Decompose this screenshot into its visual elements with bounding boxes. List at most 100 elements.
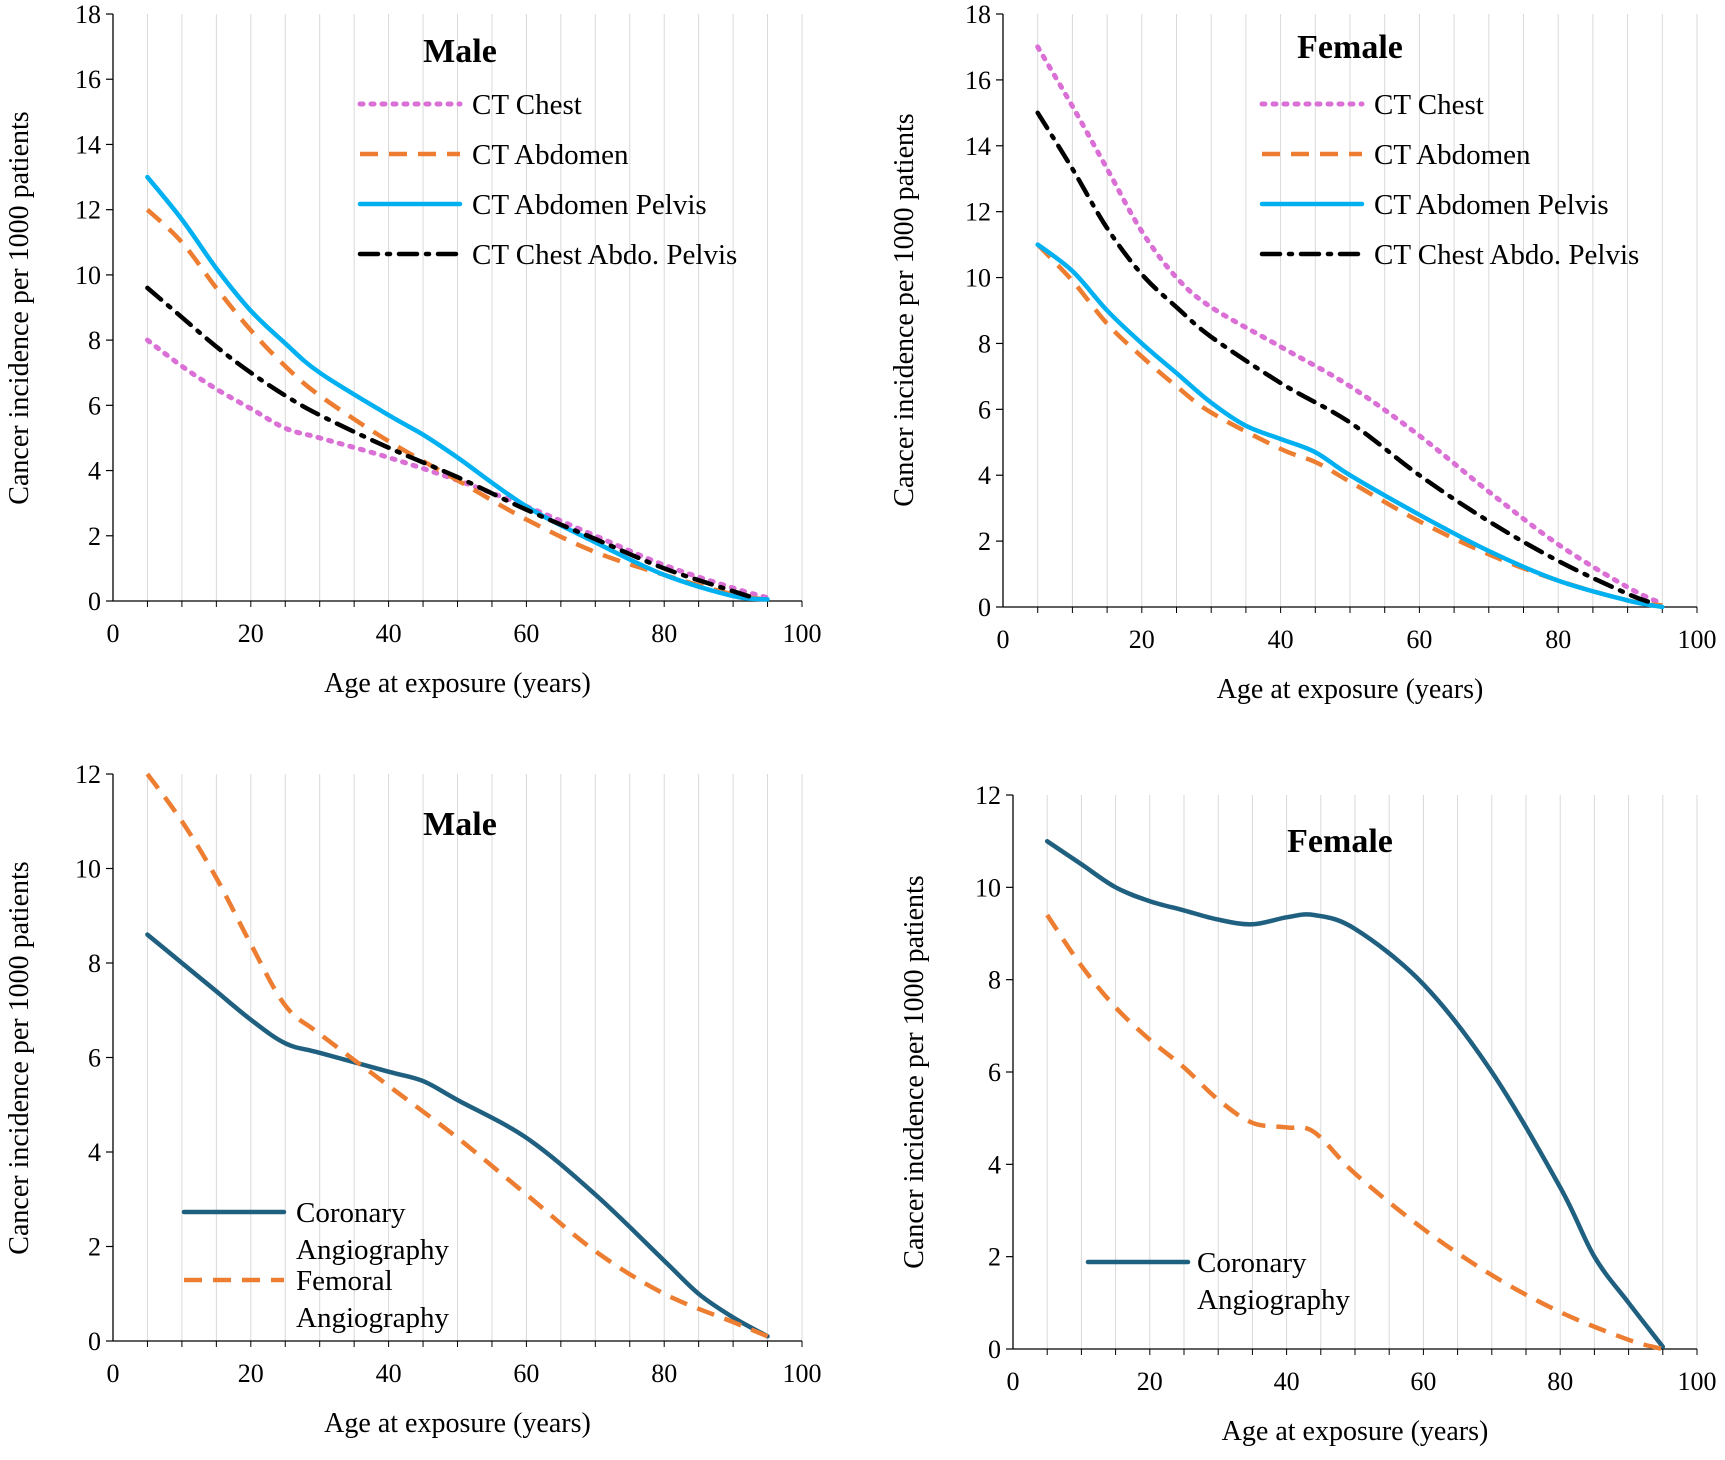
y-tick-label: 10: [75, 261, 101, 290]
legend-label: Angiography: [1197, 1284, 1351, 1316]
y-tick-label: 16: [965, 66, 991, 95]
y-axis-title: Cancer incidence per 1000 patients: [4, 861, 35, 1254]
chart-title: Male: [423, 806, 497, 843]
x-tick-label: 80: [651, 619, 677, 648]
y-tick-label: 8: [88, 326, 101, 355]
legend: Coronary Angiography: [1085, 1247, 1351, 1316]
x-tick-label: 100: [1678, 1367, 1717, 1396]
x-tick-label: 100: [783, 1359, 822, 1388]
legend-label: Angiography: [296, 1234, 450, 1266]
y-tick-label: 6: [988, 1058, 1001, 1087]
series-line-coronary-angiography: [145, 932, 770, 1339]
y-tick-label: 0: [88, 1327, 101, 1356]
y-tick-label: 12: [975, 781, 1001, 810]
x-tick-label: 100: [783, 619, 822, 648]
legend-label: CT Chest Abdo. Pelvis: [1374, 239, 1639, 271]
legend-label: Coronary: [296, 1197, 406, 1229]
y-tick-label: 0: [978, 593, 991, 622]
x-tick-label: 20: [1137, 1367, 1163, 1396]
legend-label: CT Chest Abdo. Pelvis: [472, 239, 737, 271]
y-tick-label: 0: [88, 587, 101, 616]
legend-label: CT Abdomen: [472, 139, 629, 171]
chart-panel-4: 0 2 4 6 8 10 12 0 20 40 60 80 100 Age at exposure (ye…: [899, 781, 1717, 1447]
y-tick-label: 6: [88, 391, 101, 420]
chart-panel-3: 0 2 4 6 8 10 12 0 20 40 60 80 100 Age at exposure (ye…: [4, 760, 822, 1439]
y-tick-label: 12: [965, 198, 991, 227]
x-tick-label: 0: [107, 619, 120, 648]
legend: CT Chest CT Abdomen CT Abdomen Pelvis CT Ch…: [1259, 89, 1639, 271]
x-axis-title: Age at exposure (years): [324, 1408, 591, 1439]
y-tick-label: 0: [988, 1335, 1001, 1364]
x-tick-label: 0: [1007, 1367, 1020, 1396]
x-tick-label: 80: [1545, 625, 1571, 654]
y-axis-title: Cancer incidence per 1000 patients: [4, 111, 35, 504]
x-tick-label: 40: [376, 1359, 402, 1388]
x-tick-label: 20: [238, 1359, 264, 1388]
x-tick-label: 40: [1268, 625, 1294, 654]
y-tick-label: 12: [75, 760, 101, 789]
series-line-coronary-angiography: [1044, 838, 1666, 1349]
series-line-ct-chest: [144, 337, 770, 601]
x-tick-label: 40: [376, 619, 402, 648]
y-tick-label: 4: [88, 457, 101, 486]
x-tick-label: 60: [513, 619, 539, 648]
series-line-femoral-angiography: [145, 772, 769, 1339]
y-tick-label: 2: [978, 527, 991, 556]
y-tick-label: 18: [75, 0, 101, 29]
y-tick-label: 14: [75, 130, 101, 159]
legend-label: Femoral: [296, 1265, 393, 1297]
x-axis-title: Age at exposure (years): [1217, 674, 1484, 705]
x-tick-label: 100: [1678, 625, 1717, 654]
legend-label: CT Chest: [1374, 89, 1484, 121]
y-axis-title: Cancer incidence per 1000 patients: [899, 875, 930, 1268]
legend-label: CT Chest: [472, 89, 582, 121]
chart-title: Female: [1287, 823, 1393, 860]
legend-label: CT Abdomen: [1374, 139, 1531, 171]
y-axis-title: Cancer incidence per 1000 patients: [889, 113, 920, 506]
x-tick-label: 20: [1129, 625, 1155, 654]
legend-label: Coronary: [1197, 1247, 1307, 1279]
y-tick-label: 14: [965, 132, 991, 161]
chart-title: Male: [423, 33, 497, 70]
y-tick-label: 6: [978, 395, 991, 424]
y-tick-label: 4: [88, 1138, 101, 1167]
x-tick-label: 60: [513, 1359, 539, 1388]
y-tick-label: 8: [88, 949, 101, 978]
y-tick-label: 8: [978, 329, 991, 358]
y-tick-label: 10: [975, 873, 1001, 902]
chart-panel-1: 0 2 4 6 8 10 12 14 16 18 0 20 40 60 80 100 Age at exposu…: [4, 0, 822, 699]
x-tick-label: 60: [1410, 1367, 1436, 1396]
x-tick-label: 80: [651, 1359, 677, 1388]
y-tick-label: 8: [988, 966, 1001, 995]
y-tick-label: 4: [988, 1150, 1001, 1179]
legend-label: CT Abdomen Pelvis: [1374, 189, 1609, 221]
series-line-ct-chest-abdo-pelvis: [1035, 110, 1658, 606]
legend-label: Angiography: [296, 1302, 450, 1334]
x-tick-label: 40: [1274, 1367, 1300, 1396]
y-tick-label: 18: [965, 0, 991, 29]
y-tick-label: 10: [965, 264, 991, 293]
y-tick-label: 2: [988, 1243, 1001, 1272]
x-tick-label: 0: [107, 1359, 120, 1388]
legend: CT Chest CT Abdomen CT Abdomen Pelvis CT Ch…: [357, 89, 737, 271]
x-tick-label: 80: [1547, 1367, 1573, 1396]
y-tick-label: 16: [75, 65, 101, 94]
y-tick-label: 2: [88, 522, 101, 551]
series-line-ct-chest: [1035, 44, 1665, 607]
x-tick-label: 0: [997, 625, 1010, 654]
series-line-ct-chest-abdo-pelvis: [145, 285, 757, 600]
y-tick-label: 2: [88, 1233, 101, 1262]
x-tick-label: 20: [238, 619, 264, 648]
chart-panel-2: 0 2 4 6 8 10 12 14 16 18 0 20 40 60 80 100 Age at exposu…: [889, 0, 1717, 705]
y-tick-label: 10: [75, 855, 101, 884]
x-axis-title: Age at exposure (years): [1222, 1416, 1489, 1447]
y-tick-label: 6: [88, 1044, 101, 1073]
x-tick-label: 60: [1406, 625, 1432, 654]
x-axis-title: Age at exposure (years): [324, 668, 591, 699]
series-line-unnamed: [1045, 913, 1664, 1352]
y-tick-label: 12: [75, 196, 101, 225]
series-line-ct-abdomen-pelvis: [145, 174, 770, 602]
series-line-ct-abdomen-pelvis: [1035, 242, 1665, 610]
